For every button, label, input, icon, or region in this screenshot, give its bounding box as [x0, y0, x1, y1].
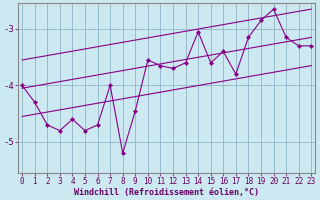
X-axis label: Windchill (Refroidissement éolien,°C): Windchill (Refroidissement éolien,°C) — [74, 188, 259, 197]
